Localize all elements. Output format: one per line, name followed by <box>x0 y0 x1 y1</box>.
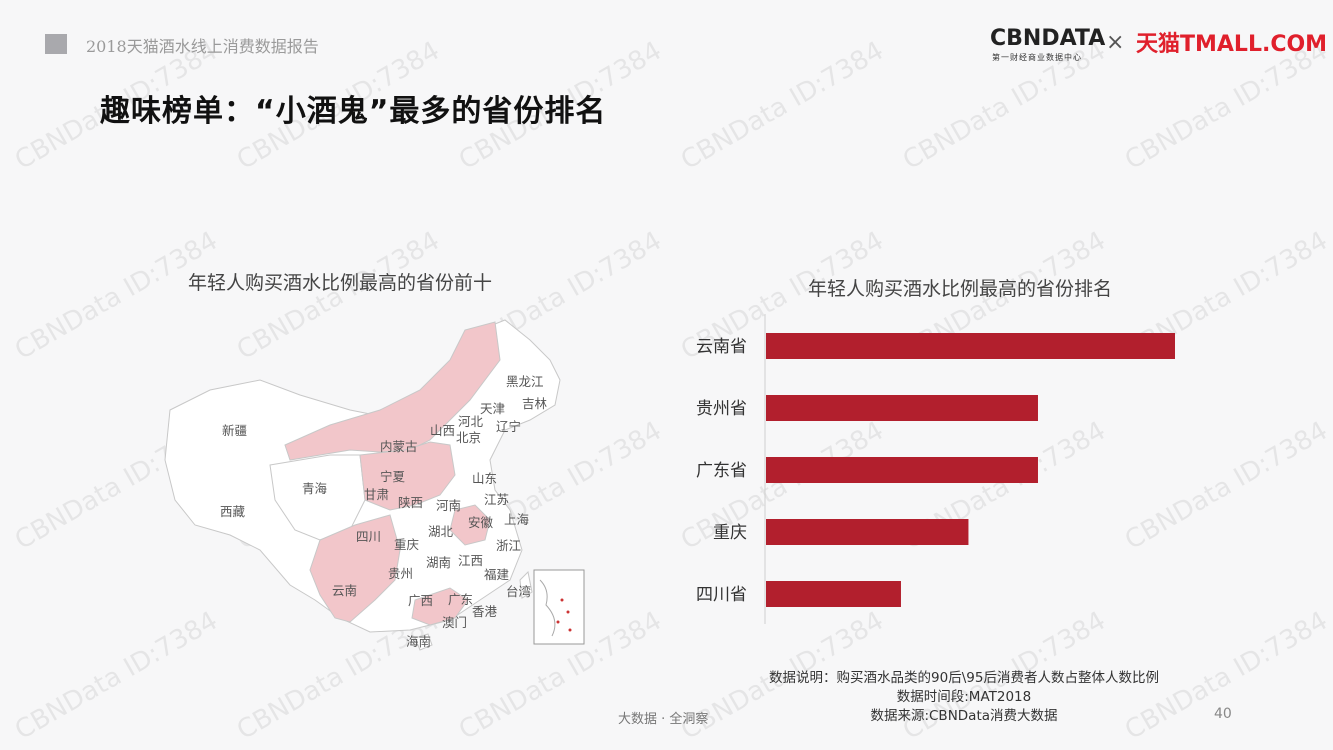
map-province-label: 宁夏 <box>380 469 406 484</box>
map-province-label: 广东 <box>448 592 473 607</box>
map-province-label: 辽宁 <box>496 419 521 434</box>
south-china-sea-inset <box>533 569 585 645</box>
map-province-label: 湖南 <box>426 555 451 570</box>
map-province-label: 浙江 <box>496 538 521 553</box>
footer-tagline: 大数据 · 全洞察 <box>618 712 709 727</box>
map-province-label: 上海 <box>504 512 530 527</box>
tmall-logo: 天猫TMALL.COM <box>1136 32 1328 57</box>
chart-bar <box>766 457 1038 483</box>
chart-category-label: 重庆 <box>713 523 747 543</box>
report-name: 2018天猫酒水线上消费数据报告 <box>86 37 319 56</box>
map-province-label: 云南 <box>332 583 357 598</box>
map-province-label: 台湾 <box>506 584 531 599</box>
chart-bar <box>766 519 969 545</box>
map-province-label: 河南 <box>436 498 461 513</box>
map-shapes <box>164 319 561 651</box>
map-region-taiwan <box>519 570 533 599</box>
map-province-label: 西藏 <box>220 504 246 519</box>
map-province-label: 澳门 <box>442 615 467 630</box>
map-province-label: 江西 <box>458 553 483 568</box>
map-province-label: 安徽 <box>468 515 494 530</box>
header-square-icon <box>45 34 67 54</box>
chart-bar <box>766 581 901 607</box>
map-province-label: 福建 <box>484 567 510 582</box>
map-province-label: 吉林 <box>522 396 548 411</box>
cbndata-logo-subtitle: 第一财经商业数据中心 <box>992 53 1082 62</box>
map-region-east-coast <box>449 504 491 546</box>
logo-separator: × <box>1106 30 1125 55</box>
map-region-southwest <box>309 514 401 623</box>
map-region-guangdong <box>411 587 469 626</box>
chart-category-label: 广东省 <box>696 461 747 481</box>
watermark-text: CBNData ID:7384 <box>676 35 889 176</box>
map-province-label: 甘肃 <box>364 487 389 502</box>
map-province-label: 天津 <box>480 401 505 416</box>
note-time-range: 数据时间段:MAT2018 <box>896 689 1032 705</box>
note-source: 数据来源:CBNData消费大数据 <box>870 708 1058 724</box>
map-region-hainan <box>414 633 433 651</box>
map-province-label: 新疆 <box>222 423 247 438</box>
chart-category-label: 云南省 <box>696 337 747 357</box>
map-province-label: 香港 <box>472 604 498 619</box>
map-province-label: 青海 <box>302 481 328 496</box>
map-province-label: 四川 <box>356 529 381 544</box>
map-province-label: 山西 <box>430 423 455 438</box>
chart-category-label: 四川省 <box>696 585 747 605</box>
map-province-label: 黑龙江 <box>506 374 544 389</box>
chart-category-label: 贵州省 <box>696 399 747 419</box>
map-province-label: 北京 <box>456 430 481 445</box>
note-description: 数据说明：购买酒水品类的90后\95后消费者人数占整体人数比例 <box>769 670 1159 686</box>
cbndata-logo: CBNDATA <box>990 26 1106 51</box>
chart-bar <box>766 395 1038 421</box>
map-province-label: 江苏 <box>484 492 509 507</box>
map-province-label: 海南 <box>406 634 431 649</box>
map-province-label: 广西 <box>408 593 433 608</box>
map-region-inner-mongolia <box>284 321 501 461</box>
map-province-label: 重庆 <box>394 537 420 552</box>
map-province-label: 河北 <box>458 414 484 429</box>
map-province-label: 湖北 <box>428 524 454 539</box>
map-region-central-north <box>359 441 456 511</box>
map-province-label: 内蒙古 <box>380 439 418 454</box>
page-number: 40 <box>1214 706 1232 722</box>
page-title: 趣味榜单：“小酒鬼”最多的省份排名 <box>100 94 607 129</box>
map-title: 年轻人购买酒水比例最高的省份前十 <box>188 272 493 294</box>
chart-title: 年轻人购买酒水比例最高的省份排名 <box>808 278 1113 300</box>
map-province-label: 山东 <box>472 471 497 486</box>
map-province-label: 贵州 <box>388 566 413 581</box>
map-province-label: 陕西 <box>398 495 423 510</box>
chart-bar <box>766 333 1175 359</box>
